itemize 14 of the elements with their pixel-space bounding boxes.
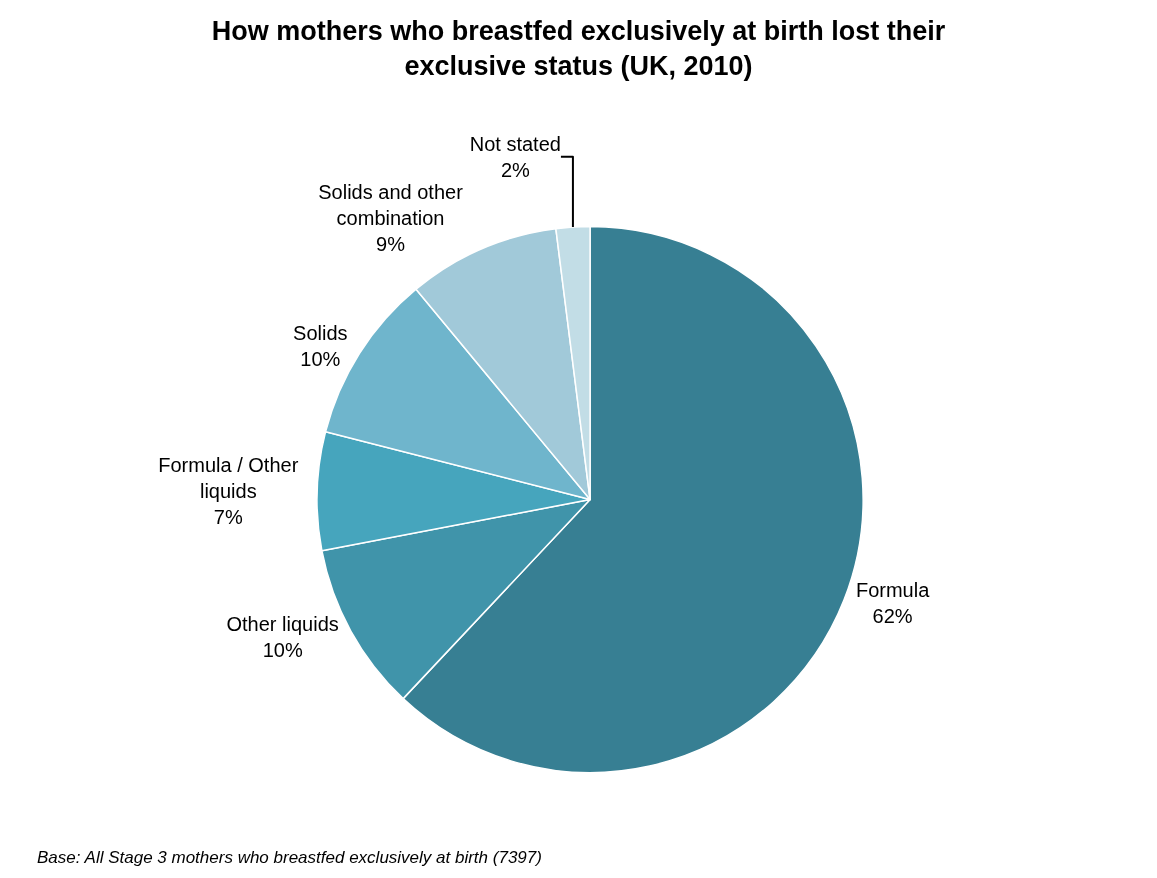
slice-label: Formula	[855, 579, 931, 602]
data-label: 10%	[262, 638, 303, 661]
data-label: 7%	[213, 505, 243, 528]
slice-label: Solids and other combination	[318, 180, 464, 229]
slice-label: Formula / Other liquids	[158, 453, 299, 502]
data-label: 10%	[300, 348, 341, 371]
data-label: 62%	[872, 605, 913, 628]
chart-title: How mothers who breastfed exclusively at birth lost their exclusive status (UK, 2010)	[211, 15, 946, 81]
text: Base: All Stage 3 mothers who breastfed exclusively at birth (7397)	[37, 848, 542, 867]
data-label: 9%	[376, 232, 406, 255]
slice-label: Other liquids	[226, 612, 339, 635]
slice-label: Solids	[293, 322, 348, 345]
data-label: 2%	[500, 158, 531, 181]
slice-label: Not stated	[469, 132, 561, 155]
